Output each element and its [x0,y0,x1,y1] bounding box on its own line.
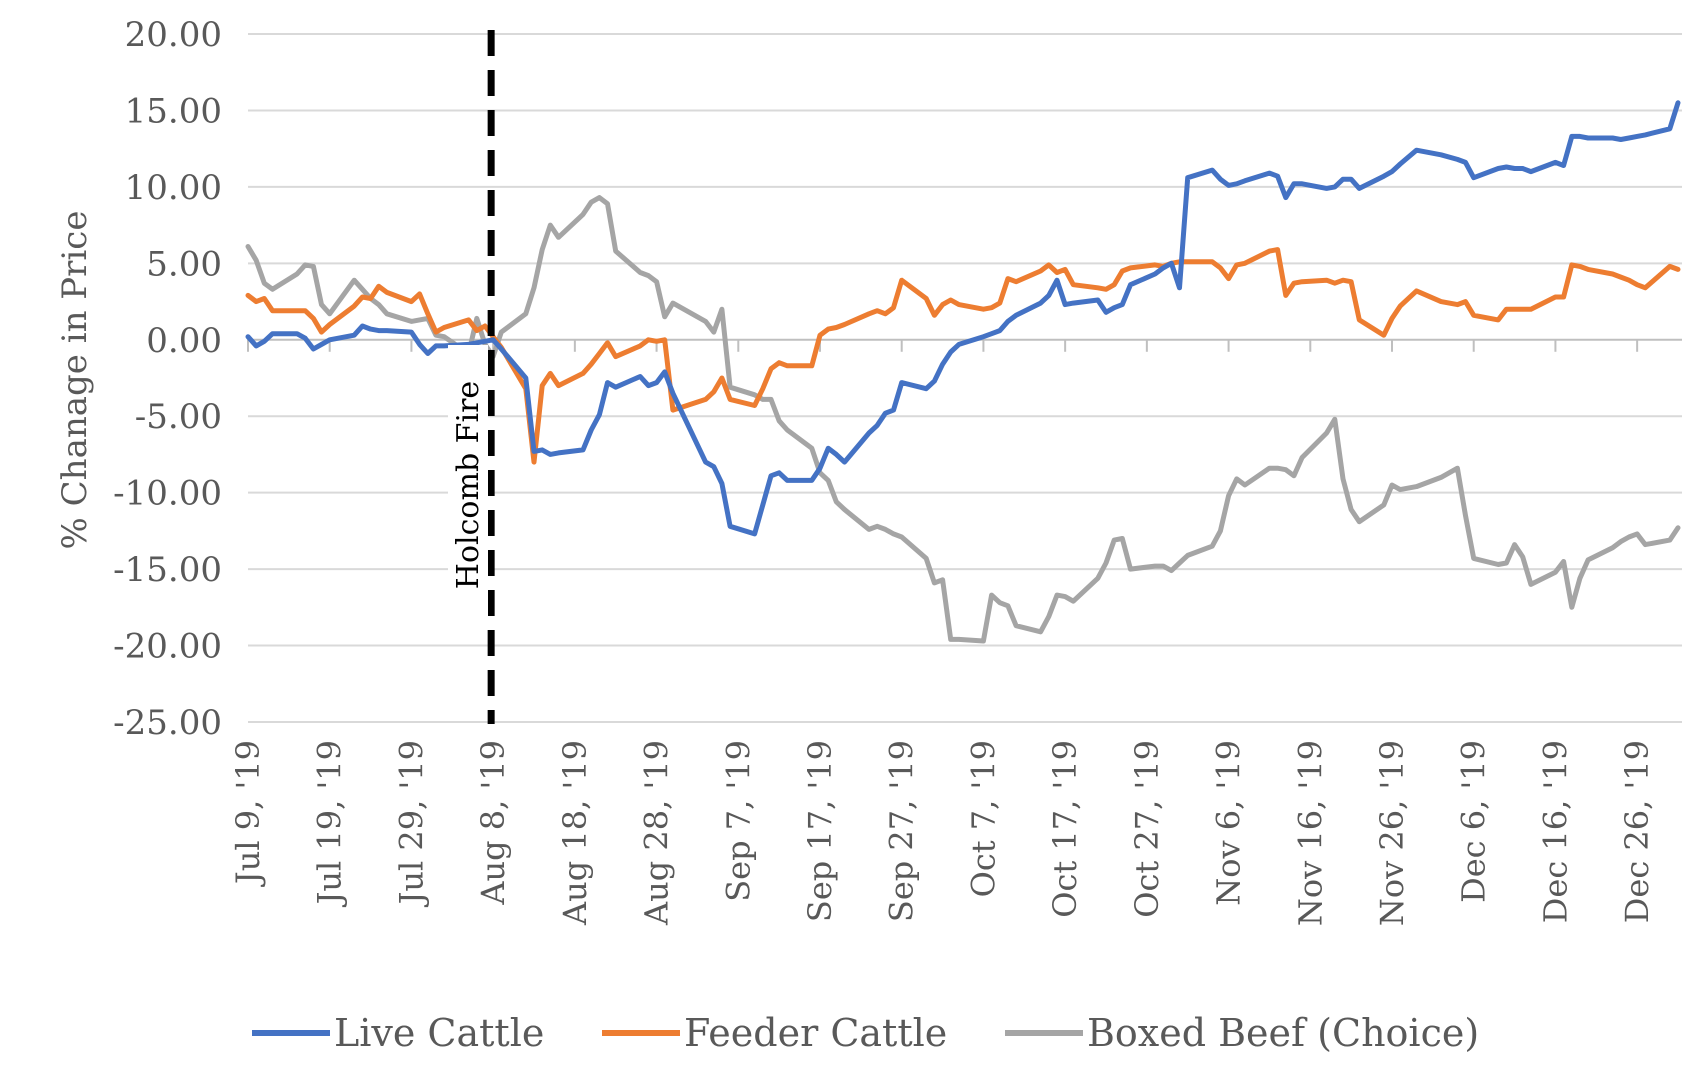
y-axis-tick-labels: 20.00 15.00 10.00 5.00 0.00 -5.00 -10.00 -15.00… [113,15,222,743]
series-line-live-cattle [245,100,1681,537]
x-tick-label: Sep 7, '19 [719,740,757,902]
x-tick-label: Jul 29, '19 [392,740,430,907]
legend: Live Cattle Feeder Cattle Boxed Beef (Choi… [252,1011,1479,1055]
x-tick-label: Nov 6, '19 [1210,740,1248,906]
y-tick-label: -25.00 [113,703,222,743]
y-tick-label: 5.00 [146,244,222,284]
legend-label: Feeder Cattle [684,1011,947,1055]
x-tick-label: Dec 26, '19 [1618,740,1656,923]
x-tick-label: Oct 17, '19 [1046,740,1084,918]
x-tick-label: Oct 7, '19 [964,740,1002,897]
y-tick-label: 20.00 [125,15,222,55]
x-tick-label: Jul 9, '19 [229,740,267,887]
x-tick-label: Oct 27, '19 [1128,740,1166,918]
x-tick-label: Jul 19, '19 [311,740,349,907]
data-series [245,100,1681,644]
x-tick-label: Sep 27, '19 [883,740,921,922]
legend-label: Live Cattle [334,1011,544,1055]
x-tick-label: Dec 6, '19 [1455,740,1493,903]
event-annotation: Holcomb Fire [448,30,495,724]
y-tick-label: 15.00 [125,91,222,131]
x-tick-label: Aug 8, '19 [474,740,512,906]
x-tick-label: Sep 17, '19 [801,740,839,922]
y-tick-label: -20.00 [113,627,222,667]
y-tick-label: -10.00 [113,474,222,514]
x-axis-tick-labels: Jul 9, '19 Jul 19, '19 Jul 29, '19 Aug 8, '… [229,740,1656,926]
x-tick-label: Aug 28, '19 [638,740,676,926]
x-tick-label: Nov 26, '19 [1373,740,1411,926]
x-tick-label: Nov 16, '19 [1291,740,1329,926]
holcomb-fire-label: Holcomb Fire [451,381,486,589]
y-tick-label: -5.00 [135,397,222,437]
y-tick-label: 0.00 [146,321,222,361]
holcomb-fire-label-background [448,345,488,625]
y-tick-label: -15.00 [113,550,222,590]
legend-label: Boxed Beef (Choice) [1087,1011,1479,1055]
y-axis-title: % Chanage in Price [55,211,95,550]
series-line-feeder-cattle [245,247,1681,465]
x-tick-label: Dec 16, '19 [1536,740,1574,923]
x-tick-label: Aug 18, '19 [556,740,594,926]
y-tick-label: 10.00 [125,168,222,208]
